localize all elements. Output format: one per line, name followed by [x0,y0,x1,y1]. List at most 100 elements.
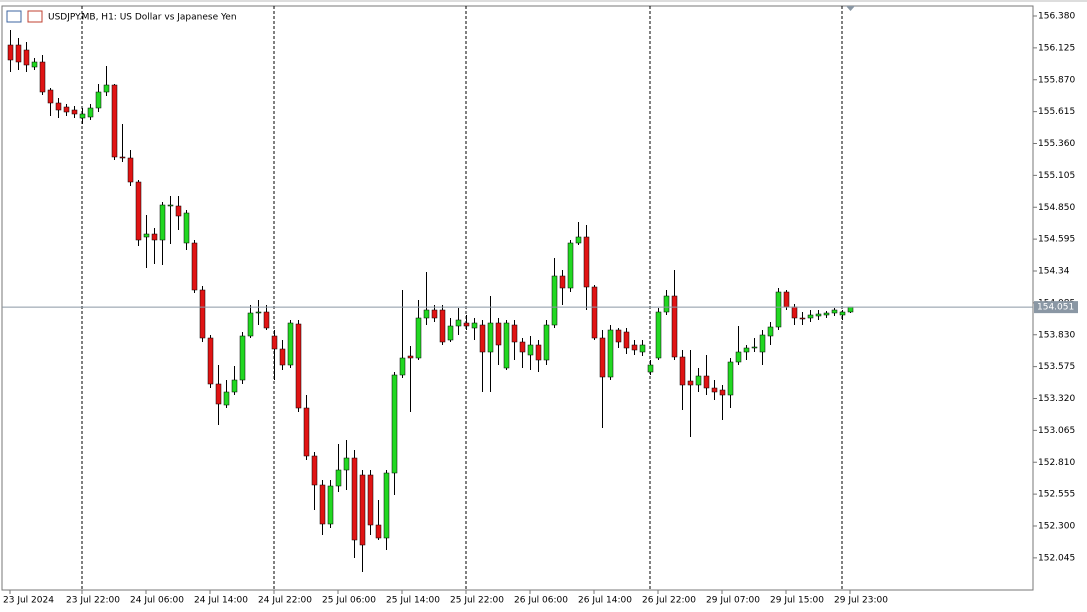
candle-body [815,313,822,317]
candle-body [239,335,246,381]
candle-body [607,329,614,378]
candle-body [679,356,686,386]
candle-body [255,311,262,314]
candle-body [167,204,174,207]
candle-body [151,233,158,241]
candle-body [127,157,134,183]
candle-body [527,344,534,356]
candle-body [391,374,398,474]
y-tick-label: 156.125 [1038,43,1075,53]
candle-body [71,109,78,115]
y-tick-label: 154.34 [1038,267,1070,277]
candle-body [87,107,94,118]
candle-body [63,106,70,113]
candle-body [503,322,510,369]
x-tick-label: 29 Jul 07:00 [706,596,760,606]
candle-body [535,344,542,361]
x-tick-label: 26 Jul 22:00 [642,596,696,606]
candle-body [423,309,430,319]
plot-frame [1,5,1034,591]
candle-body [415,317,422,359]
candle-body [335,469,342,487]
y-tick-label: 154.595 [1038,235,1075,245]
candle-body [471,322,478,329]
candle-body [311,455,318,486]
candle-body [839,311,846,316]
candle-body [15,44,22,63]
y-tick-label: 156.380 [1038,12,1075,22]
x-tick-label: 26 Jul 06:00 [514,596,568,606]
candle-body [447,325,454,341]
candle-body [743,347,750,353]
candle-body [791,306,798,319]
x-tick-label: 25 Jul 14:00 [386,596,440,606]
candle-body [823,312,830,316]
y-tick-label: 152.555 [1038,490,1075,500]
candle-body [399,357,406,376]
candle-body [559,275,566,289]
candle-body [95,91,102,109]
candle-body [343,457,350,471]
candle-body [207,337,214,385]
candle-body [703,375,710,389]
x-tick-label: 23 Jul 2024 [3,596,54,606]
candle-body [519,341,526,353]
candle-body [727,361,734,396]
x-tick-label: 26 Jul 14:00 [578,596,632,606]
candle-body [367,474,374,526]
candle-body [223,391,230,406]
y-tick-label: 154.850 [1038,203,1075,213]
y-tick-label: 153.065 [1038,426,1075,436]
candle-body [495,322,502,346]
x-tick-label: 24 Jul 06:00 [130,596,184,606]
candle-body [111,84,118,158]
candle-body [79,113,86,119]
candle-body [279,348,286,366]
candle-body [759,334,766,353]
candle-body [383,472,390,539]
candle-body [327,485,334,525]
day-separators [81,6,843,590]
candle-body [231,379,238,393]
candle-body [247,312,254,337]
candle-body [751,346,758,349]
last-price-box [1034,301,1078,314]
candle-body [615,329,622,343]
candle-body [591,286,598,339]
candle-body [479,324,486,353]
candle-body [7,44,14,61]
candle-body [647,364,654,373]
candle-body [23,49,30,66]
candle-body [135,181,142,241]
y-tick-label: 153.830 [1038,330,1075,340]
x-tick-label: 25 Jul 06:00 [322,596,376,606]
y-tick-label: 155.105 [1038,171,1075,181]
icon [27,10,43,23]
candle-body [663,295,670,313]
y-tick-label: 155.615 [1038,107,1075,117]
x-tick-label: 24 Jul 14:00 [194,596,248,606]
candle-body [175,205,182,217]
candle-body [567,242,574,289]
candle-body [303,407,310,457]
shift-marker [846,6,855,11]
candle-body [735,351,742,363]
candle-body [407,355,414,359]
candle-body [623,331,630,349]
candle-body [543,324,550,361]
y-tick-label: 153.320 [1038,394,1075,404]
candle-body [183,212,190,244]
candle-body [319,484,326,525]
candle-body [39,61,46,93]
candle-body [695,375,702,386]
icon [6,10,22,23]
candle-body [655,311,662,359]
candle-body [31,61,38,68]
x-tick-label: 24 Jul 22:00 [258,596,312,606]
candle-body [351,457,358,541]
candle-body [671,295,678,358]
candle-body [575,236,582,244]
candle-body [375,524,382,539]
